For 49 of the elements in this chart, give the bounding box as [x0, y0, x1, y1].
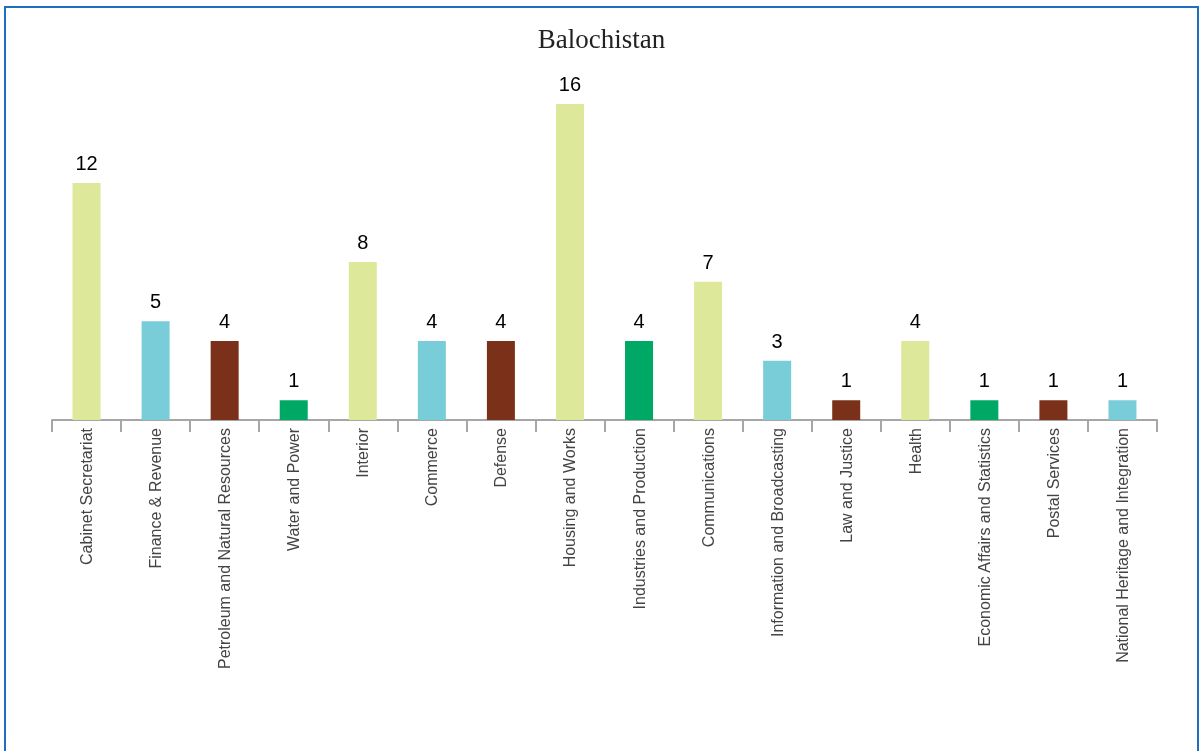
data-label: 7	[702, 250, 714, 273]
x-tick-label: Economic Affairs and Statistics	[975, 428, 993, 647]
data-label: 4	[633, 310, 645, 332]
x-tick-label: Petroleum and Natural Resources	[216, 428, 234, 670]
data-label: 1	[1047, 369, 1059, 392]
data-label: 1	[978, 369, 990, 392]
data-label: 4	[495, 310, 507, 332]
bar	[1039, 400, 1068, 420]
bar	[970, 400, 999, 420]
data-label: 16	[558, 73, 582, 95]
bar	[901, 341, 930, 420]
data-label: 4	[909, 310, 921, 332]
bar	[417, 341, 446, 420]
x-tick-label: Law and Justice	[837, 427, 855, 543]
bar	[832, 400, 861, 420]
bar	[1108, 400, 1137, 420]
data-label: 1	[840, 369, 852, 392]
bar	[763, 360, 792, 420]
bar	[279, 400, 308, 420]
data-label: 4	[219, 310, 231, 332]
bar	[141, 321, 170, 420]
data-label: 1	[288, 369, 300, 392]
x-tick-label: Housing and Works	[561, 428, 579, 568]
x-tick-label: National Heritage and Integration	[1113, 428, 1131, 663]
x-tick-label: Postal Services	[1044, 428, 1062, 539]
x-tick-label: Industries and Production	[630, 428, 648, 610]
chart-title: Balochistan	[537, 23, 666, 54]
bar	[486, 341, 515, 420]
data-label: 4	[426, 310, 438, 332]
data-label: 8	[357, 231, 369, 253]
bar	[694, 281, 723, 420]
x-tick-label: Water and Power	[285, 427, 303, 552]
x-tick-label: Communications	[699, 428, 717, 548]
data-label: 1	[1116, 369, 1129, 392]
bar	[210, 341, 239, 420]
x-tick-label: Interior	[354, 427, 372, 478]
x-tick-label: Cabinet Secretariat	[78, 427, 96, 565]
bar	[555, 104, 584, 420]
bar	[348, 262, 377, 420]
data-label: 3	[771, 329, 783, 352]
bar	[625, 341, 654, 420]
x-tick-label: Information and Broadcasting	[768, 428, 786, 638]
bar	[72, 183, 101, 420]
x-tick-label: Finance & Revenue	[147, 427, 165, 569]
x-tick-label: Health	[906, 428, 924, 475]
x-tick-label: Defense	[492, 427, 510, 488]
data-label: 5	[150, 290, 162, 313]
x-tick-label: Commerce	[423, 427, 441, 507]
data-label: 12	[75, 152, 98, 174]
